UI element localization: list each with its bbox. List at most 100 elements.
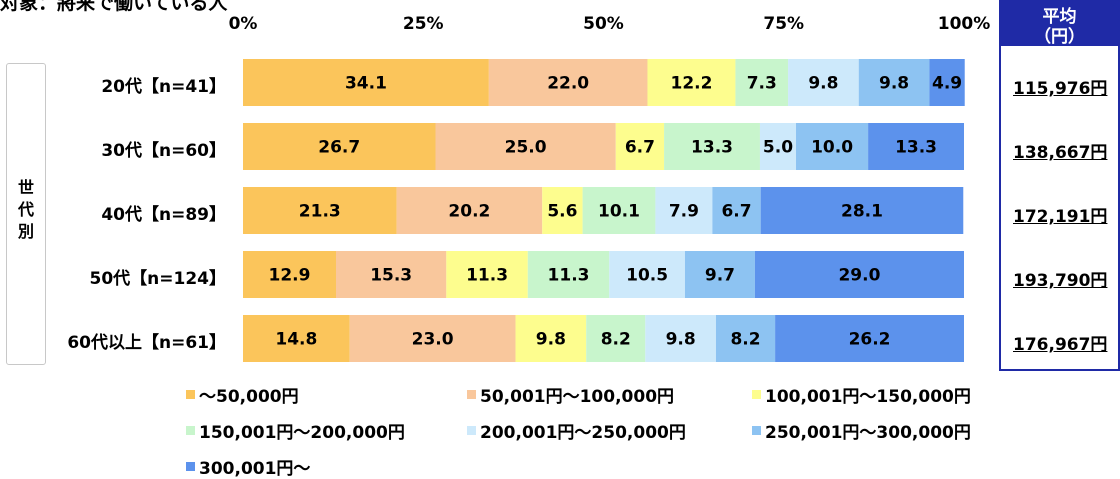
bar-segment: [684, 251, 755, 298]
average-value: 193,790円: [1013, 271, 1108, 291]
bar-value-label: 8.2: [730, 330, 760, 350]
bar-segment: [664, 123, 760, 170]
average-value: 115,976円: [1013, 79, 1108, 99]
bar-value-label: 25.0: [505, 138, 547, 158]
x-tick-label: 0%: [228, 14, 258, 34]
bar-value-label: 8.2: [601, 330, 631, 350]
bar-segment: [243, 123, 436, 170]
bar-value-label: 14.8: [275, 330, 317, 350]
legend-swatch: [186, 462, 195, 471]
legend-label: ～50,000円: [199, 387, 299, 407]
bar-value-label: 21.3: [299, 202, 341, 222]
bar-segment: [609, 251, 685, 298]
bar-segment: [615, 123, 665, 170]
average-header-unit: （円）: [1034, 27, 1085, 47]
bar-value-label: 15.3: [370, 266, 412, 286]
legend-item: 150,001円～200,000円: [186, 418, 405, 443]
row-label: 20代【n=41】: [101, 77, 226, 97]
bar-segment: [446, 251, 528, 298]
x-tick-label: 25%: [402, 14, 444, 34]
bar-value-label: 6.7: [625, 138, 655, 158]
bar-value-label: 7.3: [747, 74, 777, 94]
legend-label: 150,001円～200,000円: [199, 423, 405, 443]
legend-swatch: [752, 426, 761, 435]
bar-value-label: 26.2: [849, 330, 891, 350]
legend-swatch: [186, 426, 195, 435]
bar-segment: [396, 187, 543, 234]
bar-value-label: 4.9: [932, 74, 962, 94]
bar-segment: [243, 59, 489, 106]
bar-value-label: 10.1: [598, 202, 640, 222]
bar-segment: [929, 59, 965, 106]
legend-item: ～50,000円: [186, 382, 299, 407]
bar-value-label: 23.0: [412, 330, 454, 350]
bar-value-label: 11.3: [466, 266, 508, 286]
row-label: 40代【n=89】: [101, 205, 226, 225]
bar-segment: [488, 59, 648, 106]
bar-segment: [868, 123, 964, 170]
generation-group-box: 世代別: [6, 63, 46, 365]
legend-item: 50,001円～100,000円: [467, 382, 674, 407]
bar-segment: [712, 187, 761, 234]
bar-segment: [647, 59, 736, 106]
legend-swatch: [467, 426, 476, 435]
legend-item: 300,001円～: [186, 454, 310, 479]
legend-item: 100,001円～150,000円: [752, 382, 971, 407]
bar-segment: [754, 251, 964, 298]
bar-value-label: 9.8: [536, 330, 566, 350]
bar-value-label: 22.0: [547, 74, 589, 94]
legend-label: 100,001円～150,000円: [765, 387, 971, 407]
legend-item: 200,001円～250,000円: [467, 418, 686, 443]
average-value: 176,967円: [1013, 335, 1108, 355]
bar-segment: [527, 251, 610, 298]
legend-swatch: [752, 390, 761, 399]
bar-segment: [243, 187, 397, 234]
bar-value-label: 9.8: [666, 330, 696, 350]
legend-label: 50,001円～100,000円: [480, 387, 675, 407]
bar-segment: [760, 187, 964, 234]
row-label: 30代【n=60】: [101, 141, 226, 161]
row-label: 60代以上【n=61】: [67, 333, 226, 353]
average-value: 138,667円: [1013, 143, 1108, 163]
bar-value-label: 5.6: [547, 202, 577, 222]
bar-value-label: 7.9: [669, 202, 699, 222]
legend-swatch: [467, 390, 476, 399]
bar-value-label: 10.5: [626, 266, 668, 286]
x-tick-label: 50%: [583, 14, 624, 34]
bar-value-label: 20.2: [448, 202, 490, 222]
legend-label: 250,001円～300,000円: [765, 423, 971, 443]
stacked-bar-chart: 34.1 22.0 12.2 7.3 9.8 9.8 4.9 26.7 25.0 6.7 13.3 5…: [243, 59, 965, 362]
bar-value-label: 12.2: [670, 74, 712, 94]
row-label: 50代【n=124】: [89, 269, 227, 289]
bar-segment: [796, 123, 869, 170]
bar-segment: [655, 187, 713, 234]
bar-segment: [243, 251, 337, 298]
bar-value-label: 11.3: [548, 266, 590, 286]
bar-segment: [349, 315, 516, 362]
bar-value-label: 10.0: [811, 138, 853, 158]
bar-value-label: 6.7: [721, 202, 751, 222]
bar-segment: [336, 251, 447, 298]
bar-value-label: 9.8: [808, 74, 838, 94]
legend-label: 200,001円～250,000円: [480, 423, 686, 443]
average-panel: 平均 （円） 115,976円 138,667円 172,191円 193,790円 1…: [999, 0, 1120, 371]
bar-value-label: 28.1: [841, 202, 883, 222]
bar-segment: [243, 315, 350, 362]
chart-subtitle: 対象：將来で働いている人: [0, 0, 228, 14]
bar-segment: [645, 315, 716, 362]
x-tick-label: 75%: [763, 14, 805, 34]
bar-segment: [515, 315, 587, 362]
bar-value-label: 13.3: [691, 138, 733, 158]
average-value: 172,191円: [1013, 207, 1108, 227]
bar-segment: [586, 315, 646, 362]
bar-segment: [858, 59, 930, 106]
bar-segment: [775, 315, 964, 362]
bar-value-label: 5.0: [763, 138, 793, 158]
generation-group-label: 世代別: [17, 178, 34, 241]
bar-value-label: 12.9: [269, 266, 311, 286]
legend-item: 250,001円～300,000円: [752, 418, 971, 443]
bar-segment: [759, 123, 797, 170]
bar-value-label: 9.8: [879, 74, 909, 94]
legend-swatch: [186, 390, 195, 399]
bar-value-label: 9.7: [705, 266, 735, 286]
